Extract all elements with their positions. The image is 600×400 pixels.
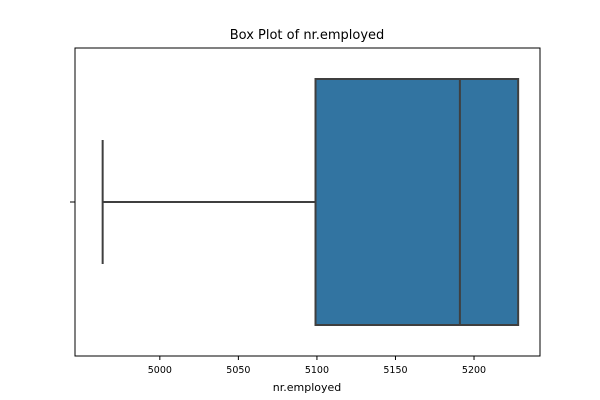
x-tick-label: 5150 — [383, 365, 407, 376]
x-tick-label: 5200 — [462, 365, 486, 376]
x-tick-label: 5050 — [226, 365, 250, 376]
x-axis-ticks: 5000 5050 5100 5150 5200 — [148, 356, 486, 376]
x-axis-label: nr.employed — [273, 381, 342, 394]
x-tick-label: 5000 — [148, 365, 172, 376]
x-tick-label: 5100 — [305, 365, 329, 376]
box-iqr — [314, 78, 520, 326]
chart-title: Box Plot of nr.employed — [230, 28, 385, 43]
plot-area — [101, 78, 520, 326]
